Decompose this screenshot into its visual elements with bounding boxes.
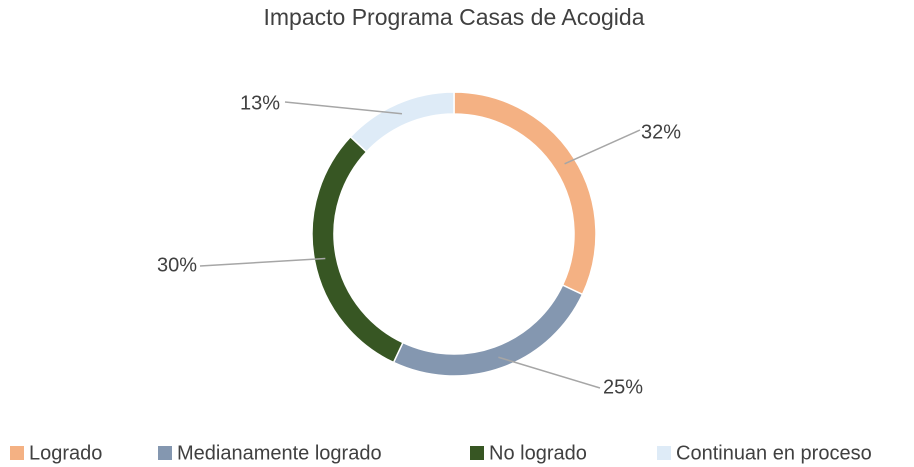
chart-title: Impacto Programa Casas de Acogida [264, 4, 645, 30]
legend-label: Continuan en proceso [676, 442, 872, 464]
leader-line [498, 356, 601, 389]
legend-label: Medianamente logrado [177, 442, 382, 464]
legend-swatch [158, 446, 172, 460]
legend-swatch [470, 446, 484, 460]
data-label: 30% [157, 254, 197, 276]
legend-label: No logrado [489, 442, 587, 464]
donut-slice [349, 91, 455, 153]
legend-swatch [657, 446, 671, 460]
legend-swatch [10, 446, 24, 460]
leader-line [199, 257, 326, 267]
data-label: 13% [240, 92, 280, 114]
leader-line [564, 129, 641, 165]
data-label: 32% [641, 121, 681, 143]
legend-label: Logrado [29, 442, 102, 464]
leader-line [284, 101, 403, 115]
data-label: 25% [603, 376, 643, 398]
